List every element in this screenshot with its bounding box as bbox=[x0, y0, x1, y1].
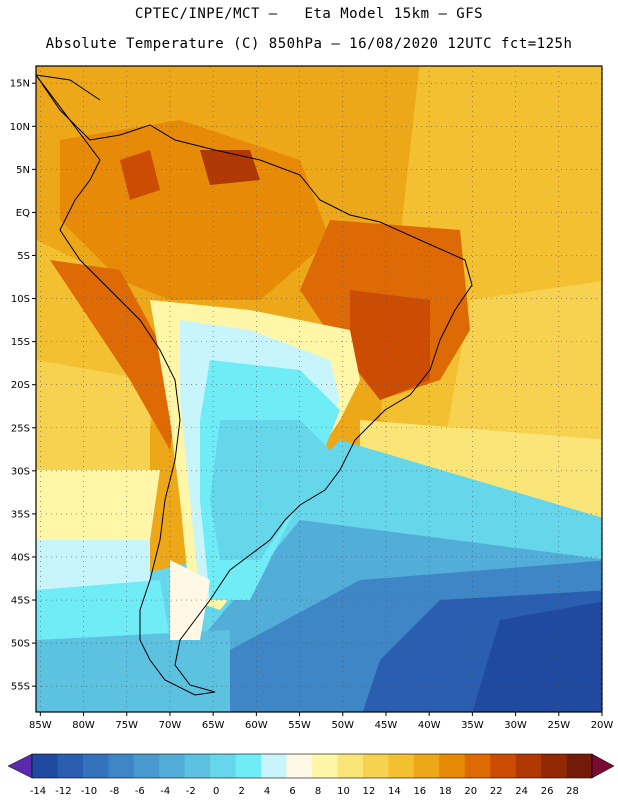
colorbar-segment bbox=[286, 754, 313, 778]
field-venezuela-hot bbox=[200, 150, 260, 185]
field-pacific-cold bbox=[36, 630, 230, 712]
lon-tick-label: 40W bbox=[418, 720, 441, 731]
colorbar-segment bbox=[159, 754, 186, 778]
lon-tick-label: 85W bbox=[29, 720, 52, 731]
colorbar-low-arrow bbox=[7, 753, 33, 779]
lat-tick-label: 30S bbox=[11, 466, 30, 477]
field-cold-core bbox=[210, 420, 330, 560]
lat-tick-label: EQ bbox=[16, 208, 30, 219]
lat-tick-label: 40S bbox=[11, 552, 30, 563]
colorbar-label: -6 bbox=[135, 786, 145, 797]
colorbar: -14 -12 -10 -8 -6 -4 -2 0 2 4 6 8 10 12 14 16 18 20 22 24 26… bbox=[7, 753, 615, 797]
colorbar-segment bbox=[261, 754, 287, 778]
lon-tick-label: 25W bbox=[547, 720, 570, 731]
colorbar-label: 26 bbox=[541, 786, 554, 797]
colorbar-label: -12 bbox=[55, 786, 71, 797]
colorbar-label: 16 bbox=[413, 786, 426, 797]
colorbar-segment bbox=[184, 754, 211, 778]
colorbar-label: 4 bbox=[264, 786, 270, 797]
field-colombia-hot bbox=[120, 150, 160, 200]
colorbar-segment bbox=[108, 754, 135, 778]
colorbar-high-arrow bbox=[591, 753, 615, 779]
colorbar-segment bbox=[57, 754, 84, 778]
colorbar-segment bbox=[566, 754, 593, 778]
field-pacific-pale bbox=[36, 470, 160, 560]
field-pacific-yellow bbox=[36, 360, 150, 500]
lat-tick-label: 35S bbox=[11, 509, 30, 520]
colorbar-label: 18 bbox=[439, 786, 452, 797]
lat-tick-label: 50S bbox=[11, 639, 30, 650]
colorbar-segment bbox=[82, 754, 109, 778]
lat-tick-label: 15N bbox=[10, 79, 30, 90]
lon-tick-label: 50W bbox=[331, 720, 354, 731]
colorbar-label: 28 bbox=[566, 786, 579, 797]
colorbar-segment bbox=[464, 754, 491, 778]
lat-tick-label: 55S bbox=[11, 682, 30, 693]
lon-tick-label: 55W bbox=[288, 720, 311, 731]
lat-tick-label: 15S bbox=[11, 337, 30, 348]
colorbar-frame bbox=[31, 753, 593, 779]
lat-tick-label: 5N bbox=[16, 165, 30, 176]
colorbar-label: -10 bbox=[81, 786, 97, 797]
lat-axis: 15N 10N 5N EQ 5S 10S 15S 20S 25S 30S 35S 40S 45S 50S 5… bbox=[10, 79, 36, 693]
colorbar-segment bbox=[210, 754, 236, 778]
colorbar-label: 10 bbox=[337, 786, 350, 797]
chart-title-line2: Absolute Temperature (C) 850hPa – 16/08/… bbox=[45, 36, 573, 52]
colorbar-segment bbox=[235, 754, 262, 778]
map-field bbox=[36, 66, 602, 712]
colorbar-label: -2 bbox=[186, 786, 196, 797]
lon-tick-label: 80W bbox=[72, 720, 95, 731]
lon-tick-label: 65W bbox=[202, 720, 225, 731]
chart-title-line1: CPTEC/INPE/MCT – Eta Model 15km – GFS bbox=[134, 6, 484, 22]
lat-tick-label: 20S bbox=[11, 380, 30, 391]
lat-tick-label: 10S bbox=[11, 294, 30, 305]
colorbar-segment bbox=[312, 754, 338, 778]
colorbar-label: 22 bbox=[490, 786, 503, 797]
lon-tick-label: 35W bbox=[461, 720, 484, 731]
colorbar-segment bbox=[133, 754, 160, 778]
colorbar-label: 20 bbox=[464, 786, 477, 797]
colorbar-label: 2 bbox=[238, 786, 244, 797]
colorbar-label: 0 bbox=[213, 786, 219, 797]
colorbar-segment bbox=[439, 754, 466, 778]
lat-tick-label: 5S bbox=[17, 251, 30, 262]
lat-tick-label: 45S bbox=[11, 596, 30, 607]
colorbar-segment bbox=[541, 754, 567, 778]
colorbar-label: 14 bbox=[388, 786, 401, 797]
colorbar-segment bbox=[362, 754, 389, 778]
lon-tick-label: 20W bbox=[591, 720, 614, 731]
field-pacific-cooler bbox=[36, 580, 170, 650]
colorbar-segment bbox=[32, 754, 58, 778]
lon-tick-label: 60W bbox=[245, 720, 268, 731]
lon-axis: 85W 80W 75W 70W 65W 60W 55W 50W 45W 40W 35W 30W 25W 2… bbox=[29, 712, 613, 731]
colorbar-segment bbox=[337, 754, 364, 778]
colorbar-segment bbox=[490, 754, 516, 778]
lon-tick-label: 45W bbox=[375, 720, 398, 731]
colorbar-label: 6 bbox=[289, 786, 295, 797]
coastlines bbox=[36, 74, 473, 696]
colorbar-label: -14 bbox=[30, 786, 46, 797]
coastline-south-america bbox=[36, 74, 473, 696]
colorbar-label: 24 bbox=[515, 786, 528, 797]
plot-frame bbox=[35, 65, 603, 713]
lon-tick-label: 70W bbox=[159, 720, 182, 731]
lon-tick-label: 75W bbox=[115, 720, 138, 731]
lat-tick-label: 10N bbox=[10, 122, 30, 133]
lon-tick-label: 30W bbox=[504, 720, 527, 731]
colorbar-label: 8 bbox=[315, 786, 321, 797]
field-coldest-band bbox=[472, 601, 602, 712]
field-peru-hot bbox=[50, 260, 180, 450]
field-andes-pale bbox=[170, 560, 210, 640]
colorbar-segment bbox=[515, 754, 542, 778]
colorbar-label: 12 bbox=[363, 786, 376, 797]
colorbar-segment bbox=[413, 754, 440, 778]
field-brazil-hotter bbox=[350, 290, 430, 400]
colorbar-label: -4 bbox=[160, 786, 170, 797]
coastline-central-america bbox=[36, 74, 101, 101]
colorbar-segment bbox=[388, 754, 415, 778]
colorbar-label: -8 bbox=[109, 786, 119, 797]
lat-tick-label: 25S bbox=[11, 423, 30, 434]
